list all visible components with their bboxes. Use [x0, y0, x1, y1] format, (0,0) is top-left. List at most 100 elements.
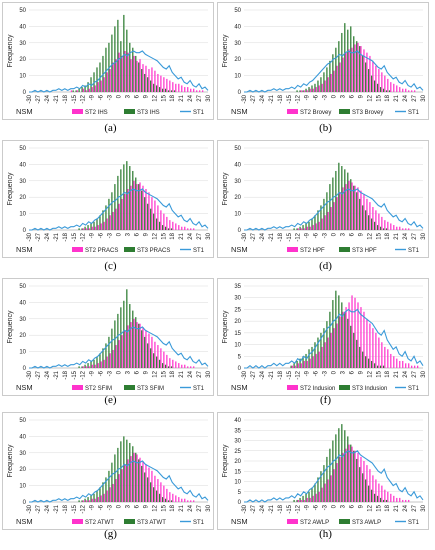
bar-st3	[96, 67, 98, 92]
bar-st3	[296, 360, 298, 368]
bar-st3	[385, 90, 388, 92]
bar-st2	[136, 322, 138, 368]
bar-st3	[164, 498, 167, 502]
bar-st3	[338, 162, 340, 230]
bar-st2	[148, 192, 150, 230]
panel-caption: (e)	[104, 394, 117, 406]
y-tick-label: 30	[234, 179, 241, 185]
x-tick-label: 27	[412, 504, 418, 511]
bar-st2	[178, 363, 180, 368]
line-st1	[244, 50, 424, 93]
bar-st2	[103, 77, 105, 92]
bar-st3	[173, 90, 176, 92]
bar-st2	[160, 348, 162, 368]
bar-st3	[150, 80, 152, 92]
bar-st3	[153, 353, 155, 368]
bar-st2	[181, 85, 183, 92]
bar-st2	[184, 226, 186, 230]
x-tick-label: -3	[108, 94, 114, 100]
x-tick-label: -30	[27, 370, 33, 379]
legend-label: ST3 AWLP	[352, 520, 381, 526]
bar-st3	[359, 346, 361, 368]
x-tick-label: -18	[278, 504, 284, 513]
bar-st2	[348, 180, 350, 230]
bar-st3	[120, 41, 122, 92]
bar-st2	[336, 463, 338, 502]
bar-st2	[157, 205, 159, 230]
x-tick-label: -30	[242, 94, 248, 103]
x-tick-label: -24	[260, 94, 266, 103]
bar-st3	[302, 356, 304, 368]
bar-st3	[290, 365, 292, 368]
bar-st3	[90, 223, 92, 230]
bar-st3	[135, 55, 137, 92]
bar-st3	[350, 325, 352, 368]
bar-st2	[166, 216, 168, 230]
bar-st3	[87, 82, 89, 92]
bar-st2	[345, 448, 347, 502]
bar-st3	[347, 29, 349, 92]
bar-st3	[105, 343, 107, 368]
bar-st2	[354, 44, 356, 92]
panel-frame	[217, 278, 429, 396]
bar-st2	[402, 228, 404, 230]
y-tick-label: 10	[234, 343, 241, 349]
bar-st3	[374, 221, 376, 230]
chart-panel: 0 10 20 30 40 50 Frequency -30 -27 -24 -21 -18 -15 -1…	[2, 412, 219, 549]
bar-st2	[142, 461, 144, 502]
x-tick-label: -21	[269, 94, 275, 103]
bar-st2	[312, 495, 314, 502]
bar-st3	[147, 343, 149, 368]
x-tick-label: -12	[81, 232, 87, 241]
bar-st2	[291, 365, 293, 368]
bar-st2	[160, 75, 162, 92]
bar-st2	[402, 360, 404, 368]
bar-st2	[393, 356, 395, 368]
bar-st3	[317, 337, 319, 368]
bar-st2	[396, 85, 398, 92]
panel-caption: (c)	[104, 260, 117, 272]
bar-st2	[321, 487, 323, 502]
legend-label: ST3 IHS	[137, 110, 160, 116]
bar-st3	[314, 215, 316, 230]
bar-st3	[164, 364, 167, 368]
x-tick-label: 27	[197, 370, 203, 377]
bar-st2	[339, 316, 341, 368]
x-tick-label: -24	[260, 370, 266, 379]
bar-st2	[193, 500, 195, 502]
x-tick-label: 15	[376, 232, 382, 239]
legend-swatch	[124, 519, 135, 524]
bar-st3	[156, 490, 158, 502]
bar-st2	[202, 90, 204, 92]
bar-st2	[351, 182, 353, 230]
bar-st2	[127, 325, 129, 368]
y-axis-label: Frequency	[222, 444, 229, 478]
y-tick-label: 40	[19, 300, 26, 306]
x-tick-label: -15	[287, 370, 293, 379]
bar-st2	[342, 311, 344, 368]
panel-caption: (b)	[319, 122, 332, 134]
bar-st3	[335, 170, 337, 230]
legend-swatch	[339, 247, 350, 252]
bar-st3	[359, 467, 361, 502]
bar-st2	[375, 65, 377, 92]
bar-st2	[85, 366, 87, 368]
bar-st3	[167, 228, 170, 230]
x-tick-label: 9	[143, 504, 149, 508]
bar-st2	[91, 226, 93, 230]
bar-st3	[117, 313, 119, 368]
bar-st2	[91, 364, 93, 368]
x-tick-label: 21	[179, 370, 185, 377]
bar-st3	[111, 328, 113, 368]
bar-st2	[166, 488, 168, 502]
bar-st3	[335, 47, 337, 92]
x-tick-label: -24	[45, 232, 51, 241]
y-axis-label: Frequency	[222, 34, 229, 68]
bar-st3	[362, 55, 364, 92]
bar-st2	[387, 78, 389, 92]
y-tick-label: 40	[19, 24, 26, 30]
bar-st3	[365, 479, 367, 502]
bar-st3	[356, 192, 358, 230]
